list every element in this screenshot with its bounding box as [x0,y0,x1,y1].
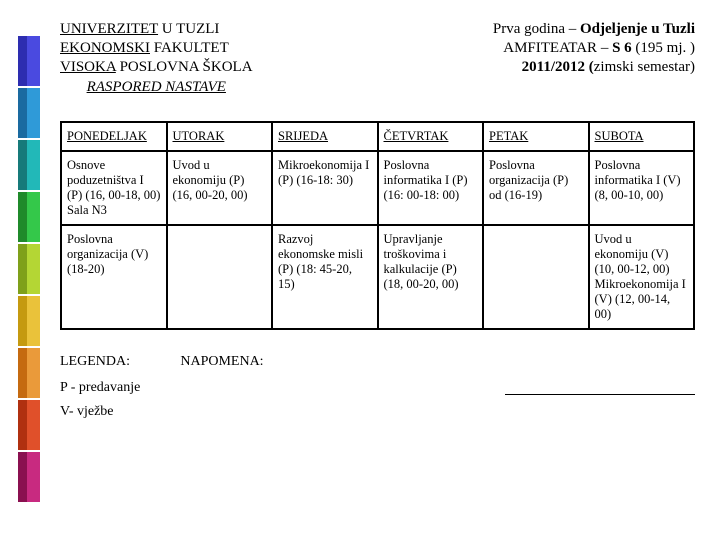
cell: Poslovna organizacija (V) (18-20) [61,225,167,329]
page-content: UNIVERZITET U TUZLI EKONOMSKI FAKULTET V… [60,20,695,420]
room-code: S 6 [612,40,632,56]
day-header: UTORAK [173,129,225,143]
schedule-table: PONEDELJAK UTORAK SRIJEDA ČETVRTAK PETAK… [60,121,695,330]
schedule-title: RASPORED NASTAVE [60,78,253,97]
cell: Mikroekonomija I (P) (16-18: 30) [272,151,378,225]
univ-rest: U TUZLI [158,21,219,37]
legend-block: LEGENDA: P - predavanje V- vježbe [60,354,140,420]
school-rest: POSLOVNA ŠKOLA [116,59,253,75]
academic-year: 2011/2012 ( [522,59,594,75]
cell: Uvod u ekonomiju (V) (10, 00-12, 00) Mik… [589,225,695,329]
cell: Osnove poduzetništva I (P) (16, 00-18, 0… [61,151,167,225]
signature-line [505,394,695,395]
day-header: SRIJEDA [278,129,328,143]
table-row: Poslovna organizacija (V) (18-20) Razvoj… [61,225,694,329]
cell: Poslovna informatika I (P) (16: 00-18: 0… [378,151,484,225]
header-left: UNIVERZITET U TUZLI EKONOMSKI FAKULTET V… [60,20,253,97]
semester: zimski semestar) [594,59,695,75]
cell [483,225,589,329]
cell [167,225,273,329]
table-header-row: PONEDELJAK UTORAK SRIJEDA ČETVRTAK PETAK… [61,122,694,151]
year-pre: Prva godina – [493,21,580,37]
department: Odjeljenje u Tuzli [580,21,695,37]
cell: Razvoj ekonomske misli (P) (18: 45-20, 1… [272,225,378,329]
legend-label: LEGENDA: [60,354,140,370]
cell: Upravljanje troškovima i kalkulacije (P)… [378,225,484,329]
decorative-side-notches [18,36,40,504]
day-header: PONEDELJAK [67,129,147,143]
legend-v: V- vježbe [60,404,140,420]
header: UNIVERZITET U TUZLI EKONOMSKI FAKULTET V… [60,20,695,97]
cell: Uvod u ekonomiju (P) (16, 00-20, 00) [167,151,273,225]
cell: Poslovna informatika I (V) (8, 00-10, 00… [589,151,695,225]
note-label: NAPOMENA: [180,354,263,420]
day-header: ČETVRTAK [384,129,449,143]
room-cap: (195 mj. ) [632,40,695,56]
cell: Poslovna organizacija (P) od (16-19) [483,151,589,225]
day-header: PETAK [489,129,528,143]
table-row: Osnove poduzetništva I (P) (16, 00-18, 0… [61,151,694,225]
faculty-underlined: EKONOMSKI [60,40,150,56]
legend-p: P - predavanje [60,380,140,396]
day-header: SUBOTA [595,129,644,143]
room-pre: AMFITEATAR – [503,40,612,56]
univ-underlined: UNIVERZITET [60,21,158,37]
school-underlined: VISOKA [60,59,116,75]
footer: LEGENDA: P - predavanje V- vježbe NAPOME… [60,354,695,420]
faculty-rest: FAKULTET [150,40,229,56]
header-right: Prva godina – Odjeljenje u Tuzli AMFITEA… [493,20,695,97]
